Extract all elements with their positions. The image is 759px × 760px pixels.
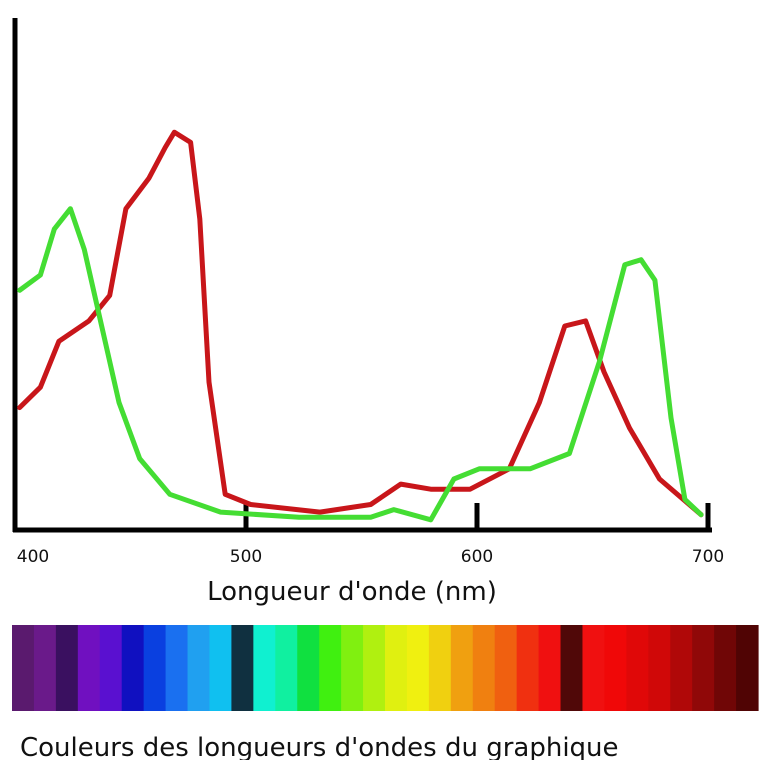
spectrum-band [494, 625, 518, 711]
spectrum-band [450, 625, 474, 711]
spectrum-band [121, 625, 145, 711]
spectrum-band [428, 625, 452, 711]
spectrum-band [143, 625, 167, 711]
x-tick-label: 600 [461, 547, 493, 567]
spectrum-band [209, 625, 233, 711]
spectrum-band [297, 625, 320, 711]
spectrum-band [253, 625, 276, 711]
spectrum-band [714, 625, 737, 711]
spectrum-band [648, 625, 671, 711]
spectrum-band [472, 625, 496, 711]
spectrum-band [33, 625, 57, 711]
spectrum-band [560, 625, 584, 711]
spectrum-band [406, 625, 430, 711]
spectrum-band [275, 625, 298, 711]
spectrum-band [231, 625, 254, 711]
spectrum-band [516, 625, 540, 711]
spectrum-band [12, 625, 35, 711]
data-line [17, 206, 704, 523]
x-tick-label: 700 [692, 547, 724, 567]
spectrum-band [385, 625, 408, 711]
spectrum-band [55, 625, 79, 711]
spectrum-band [77, 625, 101, 711]
spectrum-band [363, 625, 386, 711]
spectrum-band [538, 625, 562, 711]
spectrum-band [736, 625, 759, 711]
spectrum-band [319, 625, 342, 711]
spectrum-band [165, 625, 189, 711]
spectrum-band [187, 625, 211, 711]
spectrum-band [692, 625, 715, 711]
spectrum-band [604, 625, 627, 711]
data-line [17, 129, 704, 518]
spectrum-band [582, 625, 606, 711]
x-tick-label: 500 [230, 547, 262, 567]
x-axis-label: Longueur d'onde (nm) [207, 577, 497, 607]
spectrum-band [99, 625, 123, 711]
spectrum-caption: Couleurs des longueurs d'ondes du graphi… [20, 733, 619, 760]
x-tick-label: 400 [17, 547, 49, 567]
spectrum-band [341, 625, 364, 711]
spectrum-band [626, 625, 649, 711]
spectrum-band [670, 625, 693, 711]
